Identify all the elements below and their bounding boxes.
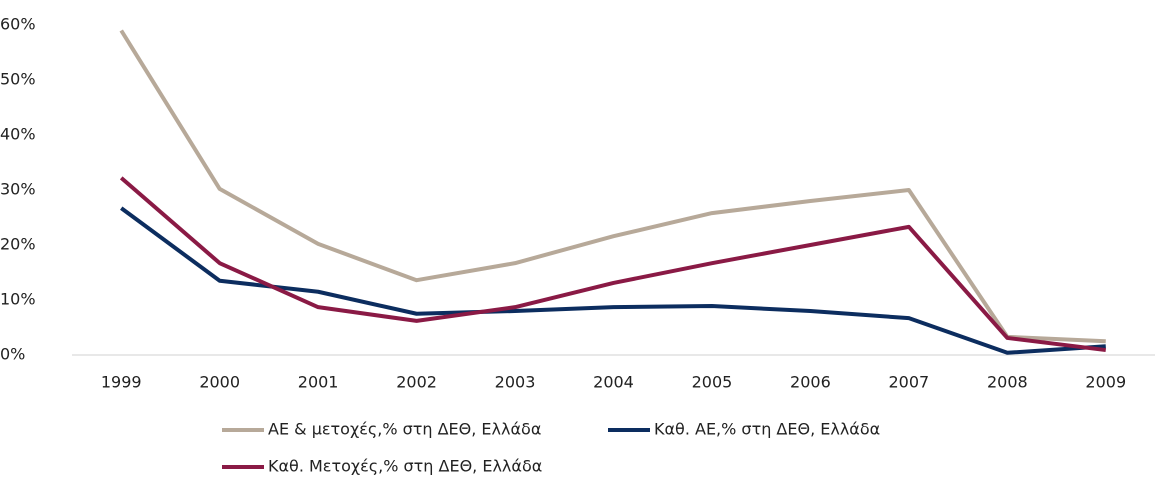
series-line [120,206,1106,355]
series-line [119,29,1106,344]
x-tick-label: 2000 [199,373,240,392]
legend-label: ΑΕ & μετοχές,% στη ΔΕΘ, Ελλάδα [268,420,541,439]
x-tick-label: 2009 [1085,373,1126,392]
y-tick-label: 20% [0,235,36,254]
x-tick-label: 2002 [396,373,437,392]
x-tick-label: 2004 [593,373,634,392]
x-tick-label: 2005 [692,373,733,392]
x-tick-label: 2001 [298,373,339,392]
x-tick-label: 1999 [101,373,142,392]
y-tick-label: 10% [0,290,36,309]
y-tick-label: 60% [0,15,36,34]
series-line [119,176,1107,353]
x-tick-label: 2006 [790,373,831,392]
y-tick-label: 50% [0,70,36,89]
x-tick-label: 2007 [889,373,930,392]
y-tick-label: 40% [0,125,36,144]
legend-label: Καθ. ΑΕ,% στη ΔΕΘ, Ελλάδα [654,420,880,439]
y-tick-label: 0% [0,345,25,364]
legend-label: Καθ. Μετοχές,% στη ΔΕΘ, Ελλάδα [268,457,542,476]
x-tick-label: 2008 [987,373,1028,392]
y-tick-label: 30% [0,180,36,199]
x-tick-label: 2003 [495,373,536,392]
